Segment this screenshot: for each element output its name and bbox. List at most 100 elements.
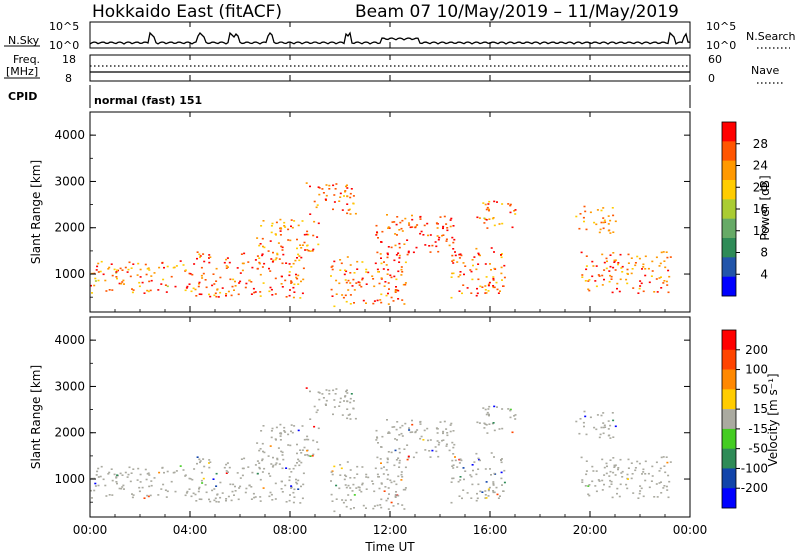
- velocity-echo-point: [500, 459, 502, 461]
- velocity-echo-point: [439, 421, 442, 423]
- power-echo-point: [244, 286, 247, 289]
- velocity-echo-point: [451, 441, 454, 444]
- velocity-echo-point: [312, 453, 315, 456]
- power-echo-point: [452, 272, 455, 275]
- velocity-echo-point: [355, 487, 358, 489]
- power-echo-point: [146, 268, 149, 270]
- velocity-echo-point: [279, 435, 282, 437]
- power-echo-point: [460, 254, 463, 257]
- velocity-echo-point: [616, 492, 618, 495]
- power-echo-point: [642, 266, 645, 268]
- velocity-echo-point: [588, 494, 591, 497]
- velocity-echo-point: [328, 389, 331, 392]
- power-echo-point: [350, 188, 353, 190]
- power-echo-point: [653, 291, 656, 293]
- power-echo-point: [403, 243, 406, 245]
- velocity-echo-point: [640, 487, 643, 490]
- power-echo-point: [123, 283, 125, 285]
- velocity-echo-point: [431, 449, 434, 452]
- velocity-echo-point: [353, 507, 355, 509]
- velocity-echo-point: [458, 495, 461, 497]
- velocity-echo-point: [407, 456, 410, 459]
- power-echo-point: [208, 257, 210, 259]
- velocity-echo-point: [352, 400, 355, 402]
- velocity-echo-point: [450, 481, 453, 483]
- power-echo-point: [362, 299, 365, 302]
- power-echo-point: [332, 208, 334, 211]
- power-echo-point: [386, 256, 389, 259]
- velocity-echo-point: [164, 489, 167, 491]
- velocity-echo-point: [269, 445, 272, 447]
- velocity-echo-point: [655, 483, 658, 485]
- velocity-echo-point: [658, 470, 661, 472]
- power-echo-point: [466, 287, 469, 289]
- velocity-echo-point: [120, 487, 123, 490]
- velocity-echo-point: [361, 482, 364, 485]
- velocity-echo-point: [387, 473, 390, 476]
- power-echo-point: [188, 272, 191, 275]
- velocity-echo-point: [365, 488, 368, 490]
- velocity-echo-point: [475, 499, 478, 502]
- velocity-echo-point: [307, 438, 310, 441]
- power-echo-point: [662, 251, 665, 253]
- power-echo-point: [292, 286, 295, 289]
- power-echo-point: [375, 224, 378, 227]
- velocity-echo-point: [315, 411, 318, 414]
- time-tick-label: 16:00: [473, 523, 508, 537]
- velocity-echo-point: [282, 458, 285, 461]
- power-echo-point: [219, 276, 222, 279]
- power-echo-point: [248, 279, 251, 282]
- velocity-echo-point: [450, 422, 453, 425]
- velocity-echo-point: [377, 476, 380, 478]
- velocity-echo-point: [435, 450, 438, 453]
- velocity-echo-point: [141, 486, 144, 489]
- velocity-echo-point: [346, 461, 349, 463]
- power-echo-point: [231, 285, 234, 288]
- power-echo-point: [281, 262, 284, 265]
- velocity-echo-point: [461, 497, 463, 500]
- velocity-echo-point: [330, 480, 332, 482]
- velocity-echo-point: [511, 431, 514, 434]
- velocity-echo-point: [345, 390, 347, 393]
- power-echo-point: [175, 265, 178, 267]
- power-echo-point: [352, 202, 355, 205]
- velocity-echo-point: [450, 501, 453, 504]
- velocity-echo-point: [502, 490, 505, 492]
- power-echo-point: [581, 276, 584, 278]
- power-echo-point: [301, 292, 304, 295]
- velocity-echo-point: [99, 475, 102, 478]
- power-echo-point: [667, 269, 670, 272]
- power-echo-point: [341, 294, 344, 296]
- power-echo-point: [144, 263, 147, 266]
- velocity-echo-point: [485, 424, 488, 426]
- power-echo-point: [655, 278, 658, 280]
- velocity-echo-point: [377, 442, 379, 444]
- power-echo-point: [484, 289, 487, 291]
- velocity-echo-point: [199, 461, 201, 464]
- power-echo-point: [503, 276, 506, 279]
- velocity-echo-point: [484, 497, 487, 499]
- velocity-echo-point: [597, 479, 600, 481]
- power-echo-point: [97, 271, 100, 273]
- velocity-echo-point: [397, 457, 400, 459]
- power-echo-point: [116, 277, 118, 280]
- velocity-echo-point: [438, 441, 441, 444]
- velocity-echo-point: [166, 490, 169, 493]
- velocity-echo-point: [601, 489, 604, 491]
- velocity-echo-point: [660, 492, 663, 494]
- velocity-echo-point: [437, 443, 440, 446]
- velocity-echo-point: [400, 479, 403, 481]
- velocity-echo-point: [493, 472, 496, 475]
- velocity-echo-point: [288, 476, 291, 478]
- power-echo-point: [356, 268, 359, 270]
- velocity-echo-point: [341, 414, 344, 416]
- velocity-echo-point: [290, 485, 293, 487]
- velocity-echo-point: [300, 461, 303, 464]
- velocity-colorbar-tick-label: -100: [741, 461, 768, 475]
- velocity-echo-point: [292, 467, 295, 470]
- velocity-echo-point: [471, 464, 474, 466]
- power-echo-point: [602, 227, 605, 230]
- power-echo-point: [445, 223, 448, 225]
- velocity-echo-point: [385, 469, 388, 471]
- velocity-echo-point: [398, 466, 401, 468]
